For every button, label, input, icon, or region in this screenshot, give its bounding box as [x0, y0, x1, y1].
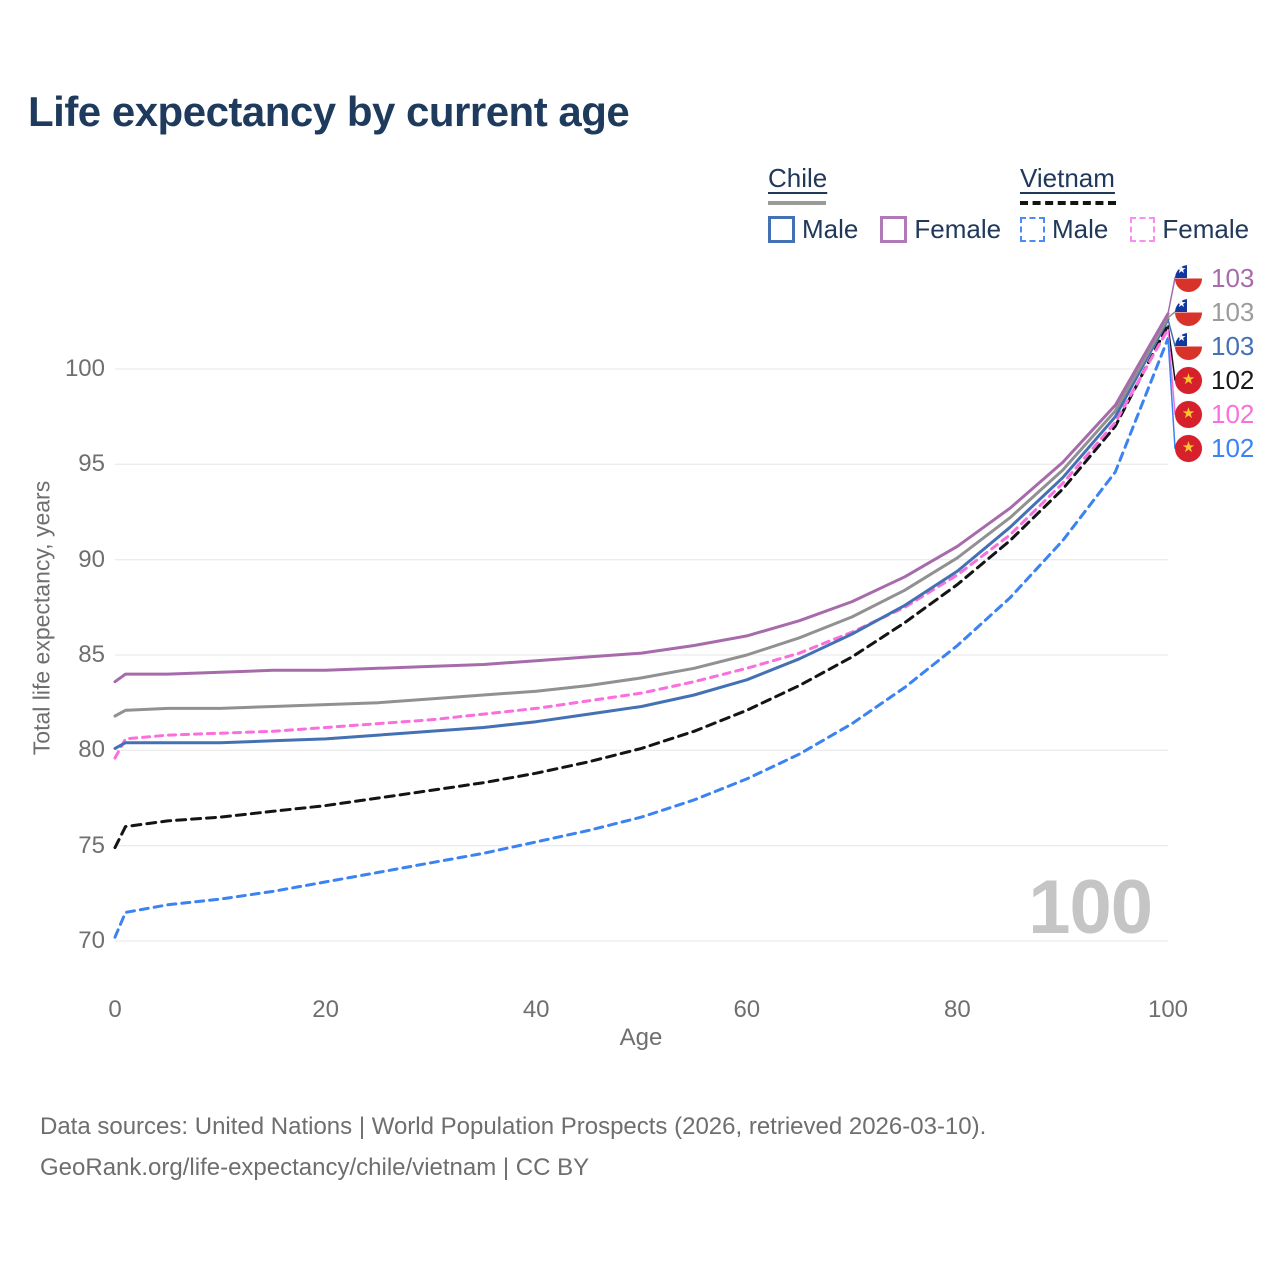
x-tick-100: 100 [1147, 996, 1189, 1023]
chile-female-swatch-icon [880, 216, 908, 243]
end-value-vietnam-male: 102 [1211, 432, 1255, 463]
series-line-chile-male[interactable] [113, 317, 1170, 750]
legend-label-vietnam-male: Male [1052, 214, 1109, 244]
x-tick-20: 20 [312, 996, 339, 1023]
end-label-chile-male[interactable]: 103 [1175, 330, 1255, 361]
chile-flag-icon [1175, 264, 1202, 292]
y-tick-100: 100 [64, 355, 105, 382]
end-value-chile-female: 103 [1211, 262, 1255, 293]
legend-label-chile-female: Female [914, 214, 1002, 244]
y-tick-70: 70 [78, 927, 105, 954]
legend-country-chile[interactable]: Chile [768, 163, 828, 193]
series-line-vietnam-female[interactable] [113, 327, 1170, 760]
y-tick-90: 90 [78, 545, 105, 573]
x-axis-title: Age [619, 1024, 663, 1051]
vietnam-flag-icon [1175, 434, 1202, 462]
vietnam-flag-icon [1175, 400, 1202, 428]
chile-male-swatch-icon [768, 216, 795, 243]
end-value-vietnam-female: 102 [1211, 398, 1255, 429]
end-value-vietnam: 102 [1211, 364, 1255, 395]
legend-line-sample-chile [768, 201, 826, 205]
legend-label-vietnam-female: Female [1162, 214, 1250, 244]
end-value-chile-male: 103 [1211, 330, 1255, 361]
end-label-chile-female[interactable]: 103 [1175, 262, 1255, 293]
end-label-vietnam-female[interactable]: 102 [1175, 398, 1255, 429]
y-tick-95: 95 [78, 450, 105, 478]
legend-item-vietnam-female[interactable]: Female [1130, 214, 1249, 245]
legend-item-chile-female[interactable]: Female [880, 214, 1001, 245]
chile-flag-icon [1175, 332, 1202, 360]
chile-flag-icon [1175, 298, 1202, 326]
y-tick-75: 75 [78, 831, 105, 859]
vietnam-flag-icon [1175, 366, 1202, 394]
legend-item-vietnam-male[interactable]: Male [1020, 214, 1108, 245]
y-axis-title: Total life expectancy, years [28, 480, 55, 756]
vietnam-female-swatch-icon [1130, 217, 1156, 242]
legend-country-vietnam[interactable]: Vietnam [1020, 163, 1115, 193]
source-line-1: Data sources: United Nations | World Pop… [40, 1113, 987, 1140]
y-tick-85: 85 [78, 641, 105, 668]
x-tick-0: 0 [108, 996, 122, 1023]
series-line-chile[interactable] [113, 316, 1170, 718]
legend-line-sample-vietnam [1020, 201, 1116, 205]
legend-group-chile: Chile Male Female [768, 163, 1001, 245]
series-line-vietnam-male[interactable] [113, 337, 1170, 939]
legend-group-vietnam: Vietnam Male Female [1020, 163, 1249, 245]
legend-item-chile-male[interactable]: Male [768, 214, 858, 245]
x-tick-80: 80 [944, 996, 971, 1023]
series-line-chile-female[interactable] [113, 312, 1170, 684]
x-tick-40: 40 [522, 996, 550, 1023]
source-line-2: GeoRank.org/life-expectancy/chile/vietna… [40, 1154, 590, 1181]
age-counter-watermark: 100 [1028, 865, 1153, 950]
page-title: Life expectancy by current age [28, 88, 630, 135]
data-source-note: Data sources: United Nations | World Pop… [40, 1106, 986, 1188]
legend-label-chile-male: Male [802, 214, 859, 244]
end-value-chile: 103 [1211, 296, 1255, 327]
end-label-chile[interactable]: 103 [1175, 296, 1255, 327]
series-line-vietnam[interactable] [113, 323, 1170, 850]
end-label-vietnam-male[interactable]: 102 [1175, 432, 1255, 463]
x-tick-60: 60 [733, 996, 761, 1023]
vietnam-male-swatch-icon [1020, 217, 1045, 242]
y-tick-80: 80 [78, 736, 105, 764]
end-label-vietnam[interactable]: 102 [1175, 364, 1255, 395]
